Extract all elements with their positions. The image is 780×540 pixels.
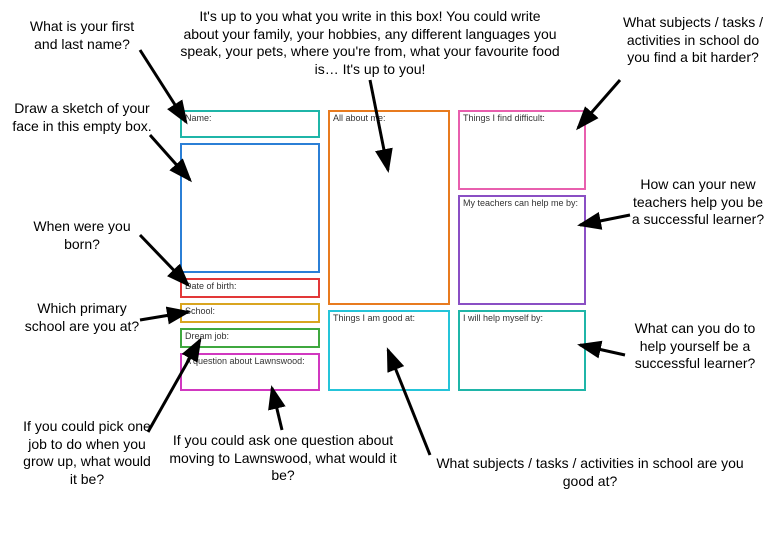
annotation-good: What subjects / tasks / activities in sc… bbox=[420, 455, 760, 490]
box-school: School: bbox=[180, 303, 320, 323]
box-name: Name: bbox=[180, 110, 320, 138]
annotation-name: What is your first and last name? bbox=[22, 18, 142, 53]
annotation-teachers: How can your new teachers help you be a … bbox=[628, 176, 768, 229]
annotation-sketch: Draw a sketch of your face in this empty… bbox=[12, 100, 152, 135]
box-dream: Dream job: bbox=[180, 328, 320, 348]
box-dob: Date of birth: bbox=[180, 278, 320, 298]
annotation-about: It's up to you what you write in this bo… bbox=[180, 8, 560, 78]
annotation-job: If you could pick one job to do when you… bbox=[22, 418, 152, 488]
box-myself: I will help myself by: bbox=[458, 310, 586, 391]
box-question: A question about Lawnswood: bbox=[180, 353, 320, 391]
box-face bbox=[180, 143, 320, 273]
worksheet: Name: Date of birth: School: Dream job: … bbox=[180, 110, 590, 400]
box-good: Things I am good at: bbox=[328, 310, 450, 391]
annotation-school: Which primary school are you at? bbox=[22, 300, 142, 335]
annotation-born: When were you born? bbox=[22, 218, 142, 253]
annotation-myself: What can you do to help yourself be a su… bbox=[620, 320, 770, 373]
annotation-question: If you could ask one question about movi… bbox=[158, 432, 408, 485]
annotation-difficult: What subjects / tasks / activities in sc… bbox=[618, 14, 768, 67]
box-about: All about me: bbox=[328, 110, 450, 305]
box-difficult: Things I find difficult: bbox=[458, 110, 586, 190]
box-teachers: My teachers can help me by: bbox=[458, 195, 586, 305]
